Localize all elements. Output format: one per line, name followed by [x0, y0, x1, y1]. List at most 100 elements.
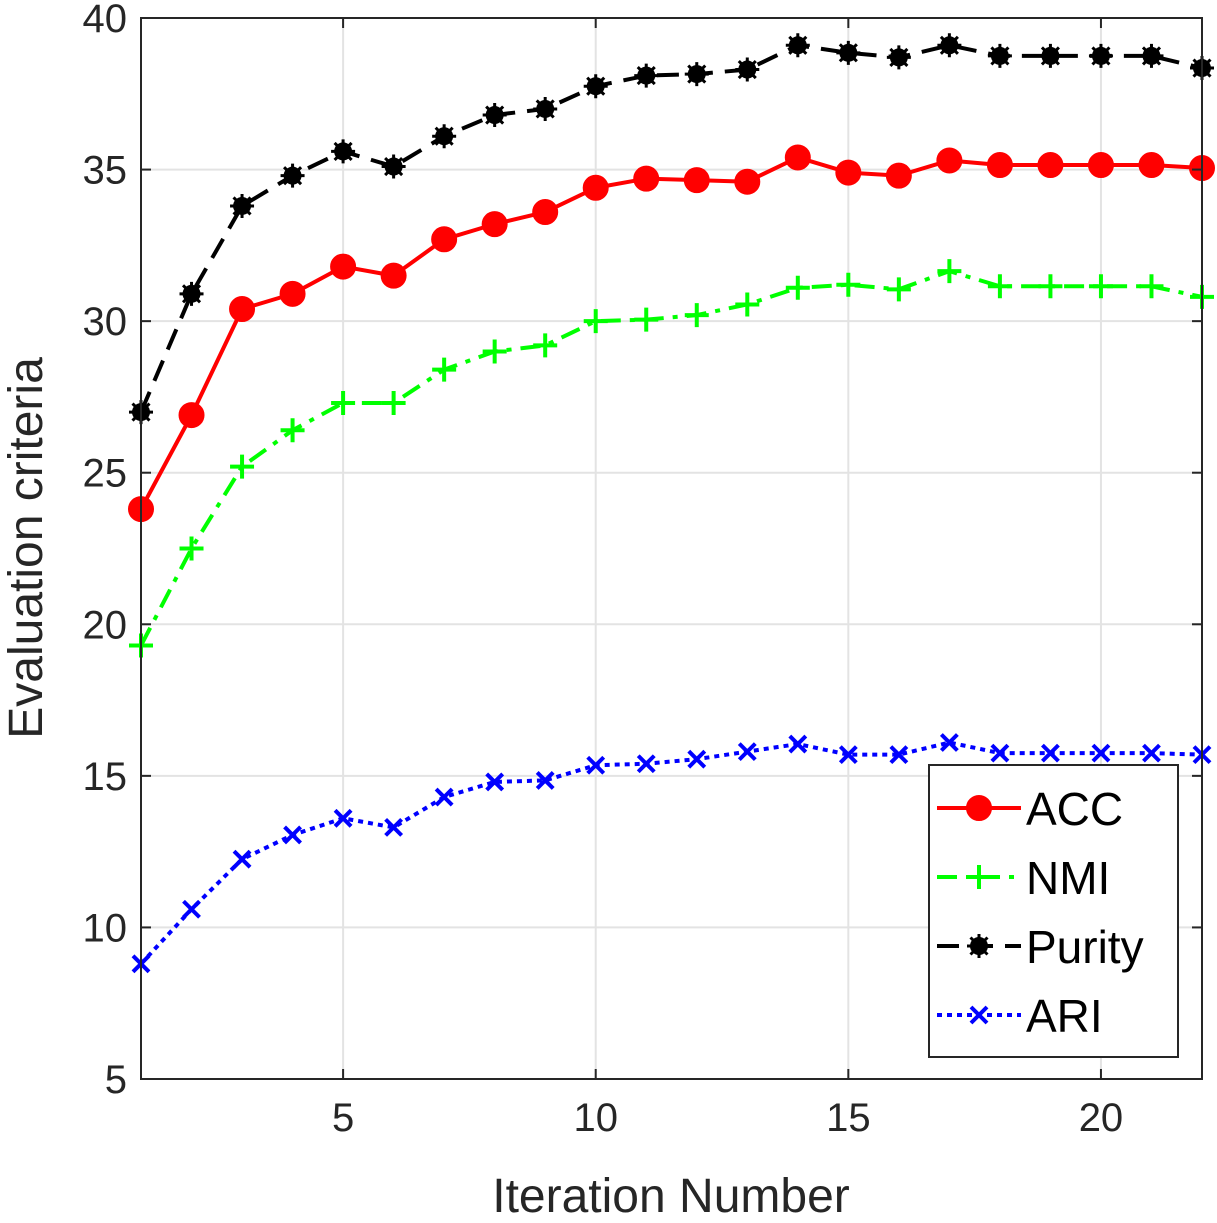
nmi-point: [886, 277, 911, 302]
nmi-point: [280, 418, 305, 443]
acc-point: [734, 168, 761, 195]
purity-point: [381, 154, 406, 179]
nmi-point: [785, 275, 810, 300]
y-tick-label: 5: [105, 1058, 127, 1102]
legend-marker-ari: [969, 1005, 989, 1025]
ari-point: [838, 745, 858, 765]
acc-point: [431, 226, 458, 253]
series-layer: [128, 33, 1215, 974]
acc-point: [481, 211, 508, 238]
ari-point: [283, 825, 302, 845]
nmi-point: [735, 292, 760, 317]
purity-point: [684, 62, 709, 87]
grid-lines: [141, 18, 1202, 1079]
acc-point: [532, 199, 559, 226]
legend-marker-purity: [967, 934, 991, 958]
ari-point: [939, 733, 959, 752]
ari-point: [384, 817, 404, 837]
nmi-point: [331, 390, 356, 415]
x-axis-title: Iteration Number: [492, 1170, 850, 1223]
acc-point: [582, 174, 609, 201]
y-tick-label: 25: [83, 452, 128, 496]
series-acc: [128, 144, 1215, 523]
legend-label-purity: Purity: [1026, 921, 1144, 973]
nmi-point: [937, 259, 962, 284]
acc-point: [330, 253, 357, 280]
y-tick-label: 20: [83, 603, 128, 647]
axis-ticks: 5 10 15 20 5 10 15 20 25 30 35 40: [83, 0, 1202, 1140]
purity-point: [937, 33, 962, 58]
y-tick-label: 10: [83, 906, 128, 950]
ari-point: [1142, 743, 1161, 763]
ari-point: [586, 755, 606, 775]
purity-point: [785, 33, 810, 58]
acc-point: [936, 147, 963, 174]
acc-point: [279, 280, 306, 307]
acc-line: [139, 155, 1203, 511]
purity-point: [533, 96, 558, 121]
ari-point: [990, 743, 1010, 763]
ari-point: [1041, 743, 1060, 763]
nmi-point: [179, 536, 204, 561]
nmi-point: [381, 390, 406, 415]
y-tick-label: 35: [83, 149, 128, 193]
acc-point: [633, 165, 660, 192]
ari-point: [687, 749, 707, 769]
nmi-point: [1038, 274, 1063, 299]
nmi-point: [432, 357, 457, 382]
nmi-line: [139, 269, 1203, 647]
legend-label-nmi: NMI: [1026, 852, 1110, 904]
ari-point: [485, 772, 505, 792]
purity-point: [735, 57, 760, 82]
purity-line: [139, 43, 1203, 413]
legend-marker-acc: [966, 795, 992, 821]
legend: ACC NMI Purity ARI: [928, 764, 1179, 1058]
purity-point: [482, 103, 507, 128]
acc-point: [835, 159, 862, 186]
ari-point: [535, 770, 555, 790]
acc-point: [885, 162, 912, 189]
legend-label-acc: ACC: [1026, 783, 1123, 835]
ari-point: [889, 745, 909, 765]
nmi-point: [987, 274, 1012, 299]
y-tick-label: 15: [83, 755, 128, 799]
ari-point: [636, 754, 656, 774]
series-nmi: [129, 259, 1214, 658]
purity-point: [1038, 43, 1063, 68]
purity-point: [1088, 43, 1113, 68]
purity-point: [836, 40, 861, 65]
x-tick-label: 10: [573, 1096, 618, 1140]
ari-point: [434, 787, 454, 807]
nmi-point: [583, 309, 608, 334]
ari-point: [788, 734, 808, 754]
y-tick-label: 40: [83, 0, 128, 41]
x-tick-label: 5: [332, 1096, 354, 1140]
nmi-point: [482, 339, 507, 364]
acc-point: [229, 296, 256, 323]
nmi-point: [634, 307, 659, 332]
series-purity: [129, 33, 1214, 425]
legend-label-ari: ARI: [1026, 990, 1103, 1042]
nmi-point: [230, 454, 255, 479]
purity-point: [432, 124, 457, 149]
purity-point: [987, 43, 1012, 68]
nmi-point: [836, 272, 861, 297]
purity-point: [886, 45, 911, 70]
ari-point: [737, 742, 757, 762]
purity-point: [230, 193, 255, 218]
acc-point: [178, 402, 205, 429]
acc-point: [784, 144, 811, 171]
y-axis-title: Evaluation criteria: [0, 357, 53, 739]
x-tick-label: 20: [1079, 1096, 1124, 1140]
purity-point: [583, 74, 608, 99]
acc-point: [1138, 152, 1165, 179]
acc-point: [986, 152, 1013, 179]
purity-point: [280, 163, 305, 188]
legend-item-purity: Purity: [937, 921, 1144, 973]
ari-point: [1091, 743, 1111, 763]
nmi-point: [533, 333, 558, 358]
y-tick-label: 30: [83, 300, 128, 344]
ari-point: [182, 899, 201, 919]
acc-point: [380, 262, 407, 289]
